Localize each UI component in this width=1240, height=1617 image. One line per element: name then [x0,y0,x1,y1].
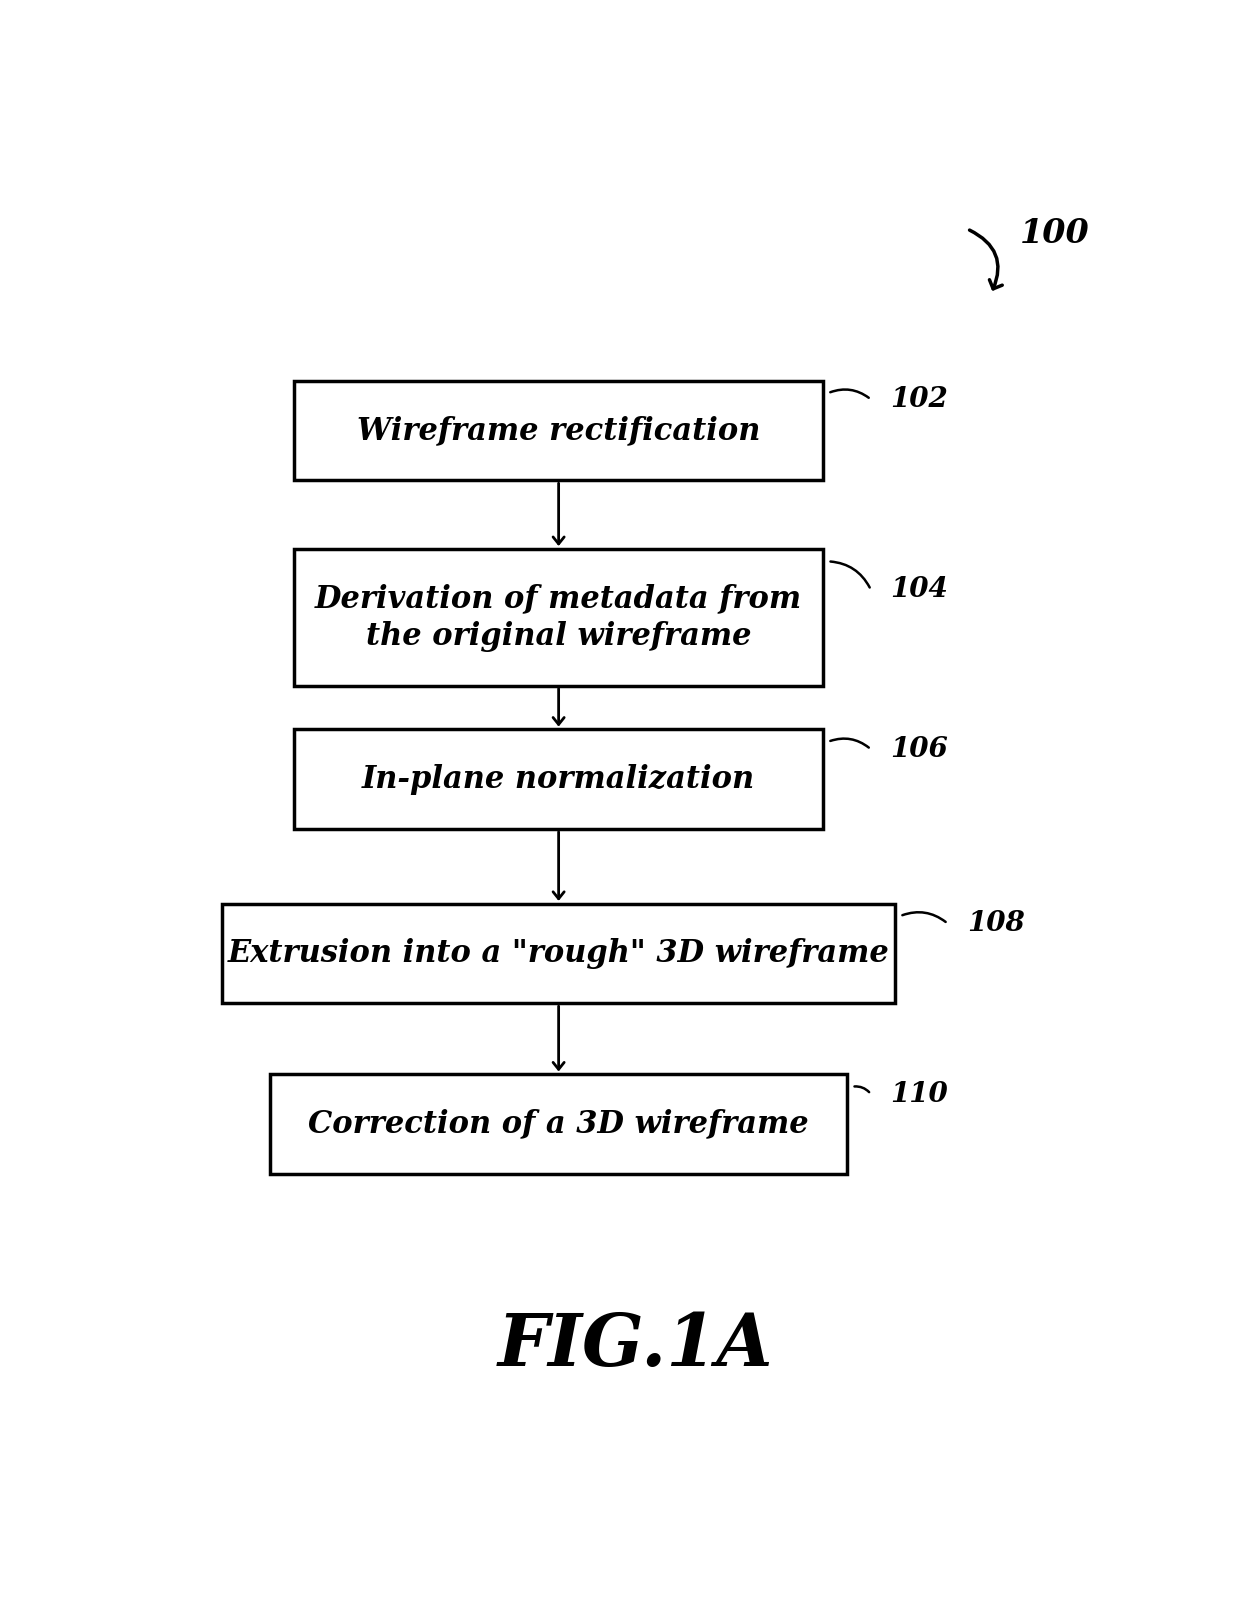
Text: 104: 104 [890,577,947,603]
FancyBboxPatch shape [294,548,823,686]
FancyBboxPatch shape [270,1074,847,1174]
FancyBboxPatch shape [294,729,823,830]
Text: Correction of a 3D wireframe: Correction of a 3D wireframe [309,1109,808,1140]
Text: 106: 106 [890,736,947,763]
FancyBboxPatch shape [294,382,823,480]
Text: Derivation of metadata from
the original wireframe: Derivation of metadata from the original… [315,582,802,652]
Text: Wireframe rectification: Wireframe rectification [357,416,760,446]
Text: In-plane normalization: In-plane normalization [362,763,755,794]
Text: Extrusion into a "rough" 3D wireframe: Extrusion into a "rough" 3D wireframe [228,938,889,969]
Text: 102: 102 [890,386,947,412]
FancyBboxPatch shape [222,904,895,1003]
Text: 100: 100 [1019,217,1090,251]
Text: 108: 108 [967,910,1024,938]
Text: FIG.1A: FIG.1A [497,1310,774,1381]
Text: 110: 110 [890,1080,947,1108]
